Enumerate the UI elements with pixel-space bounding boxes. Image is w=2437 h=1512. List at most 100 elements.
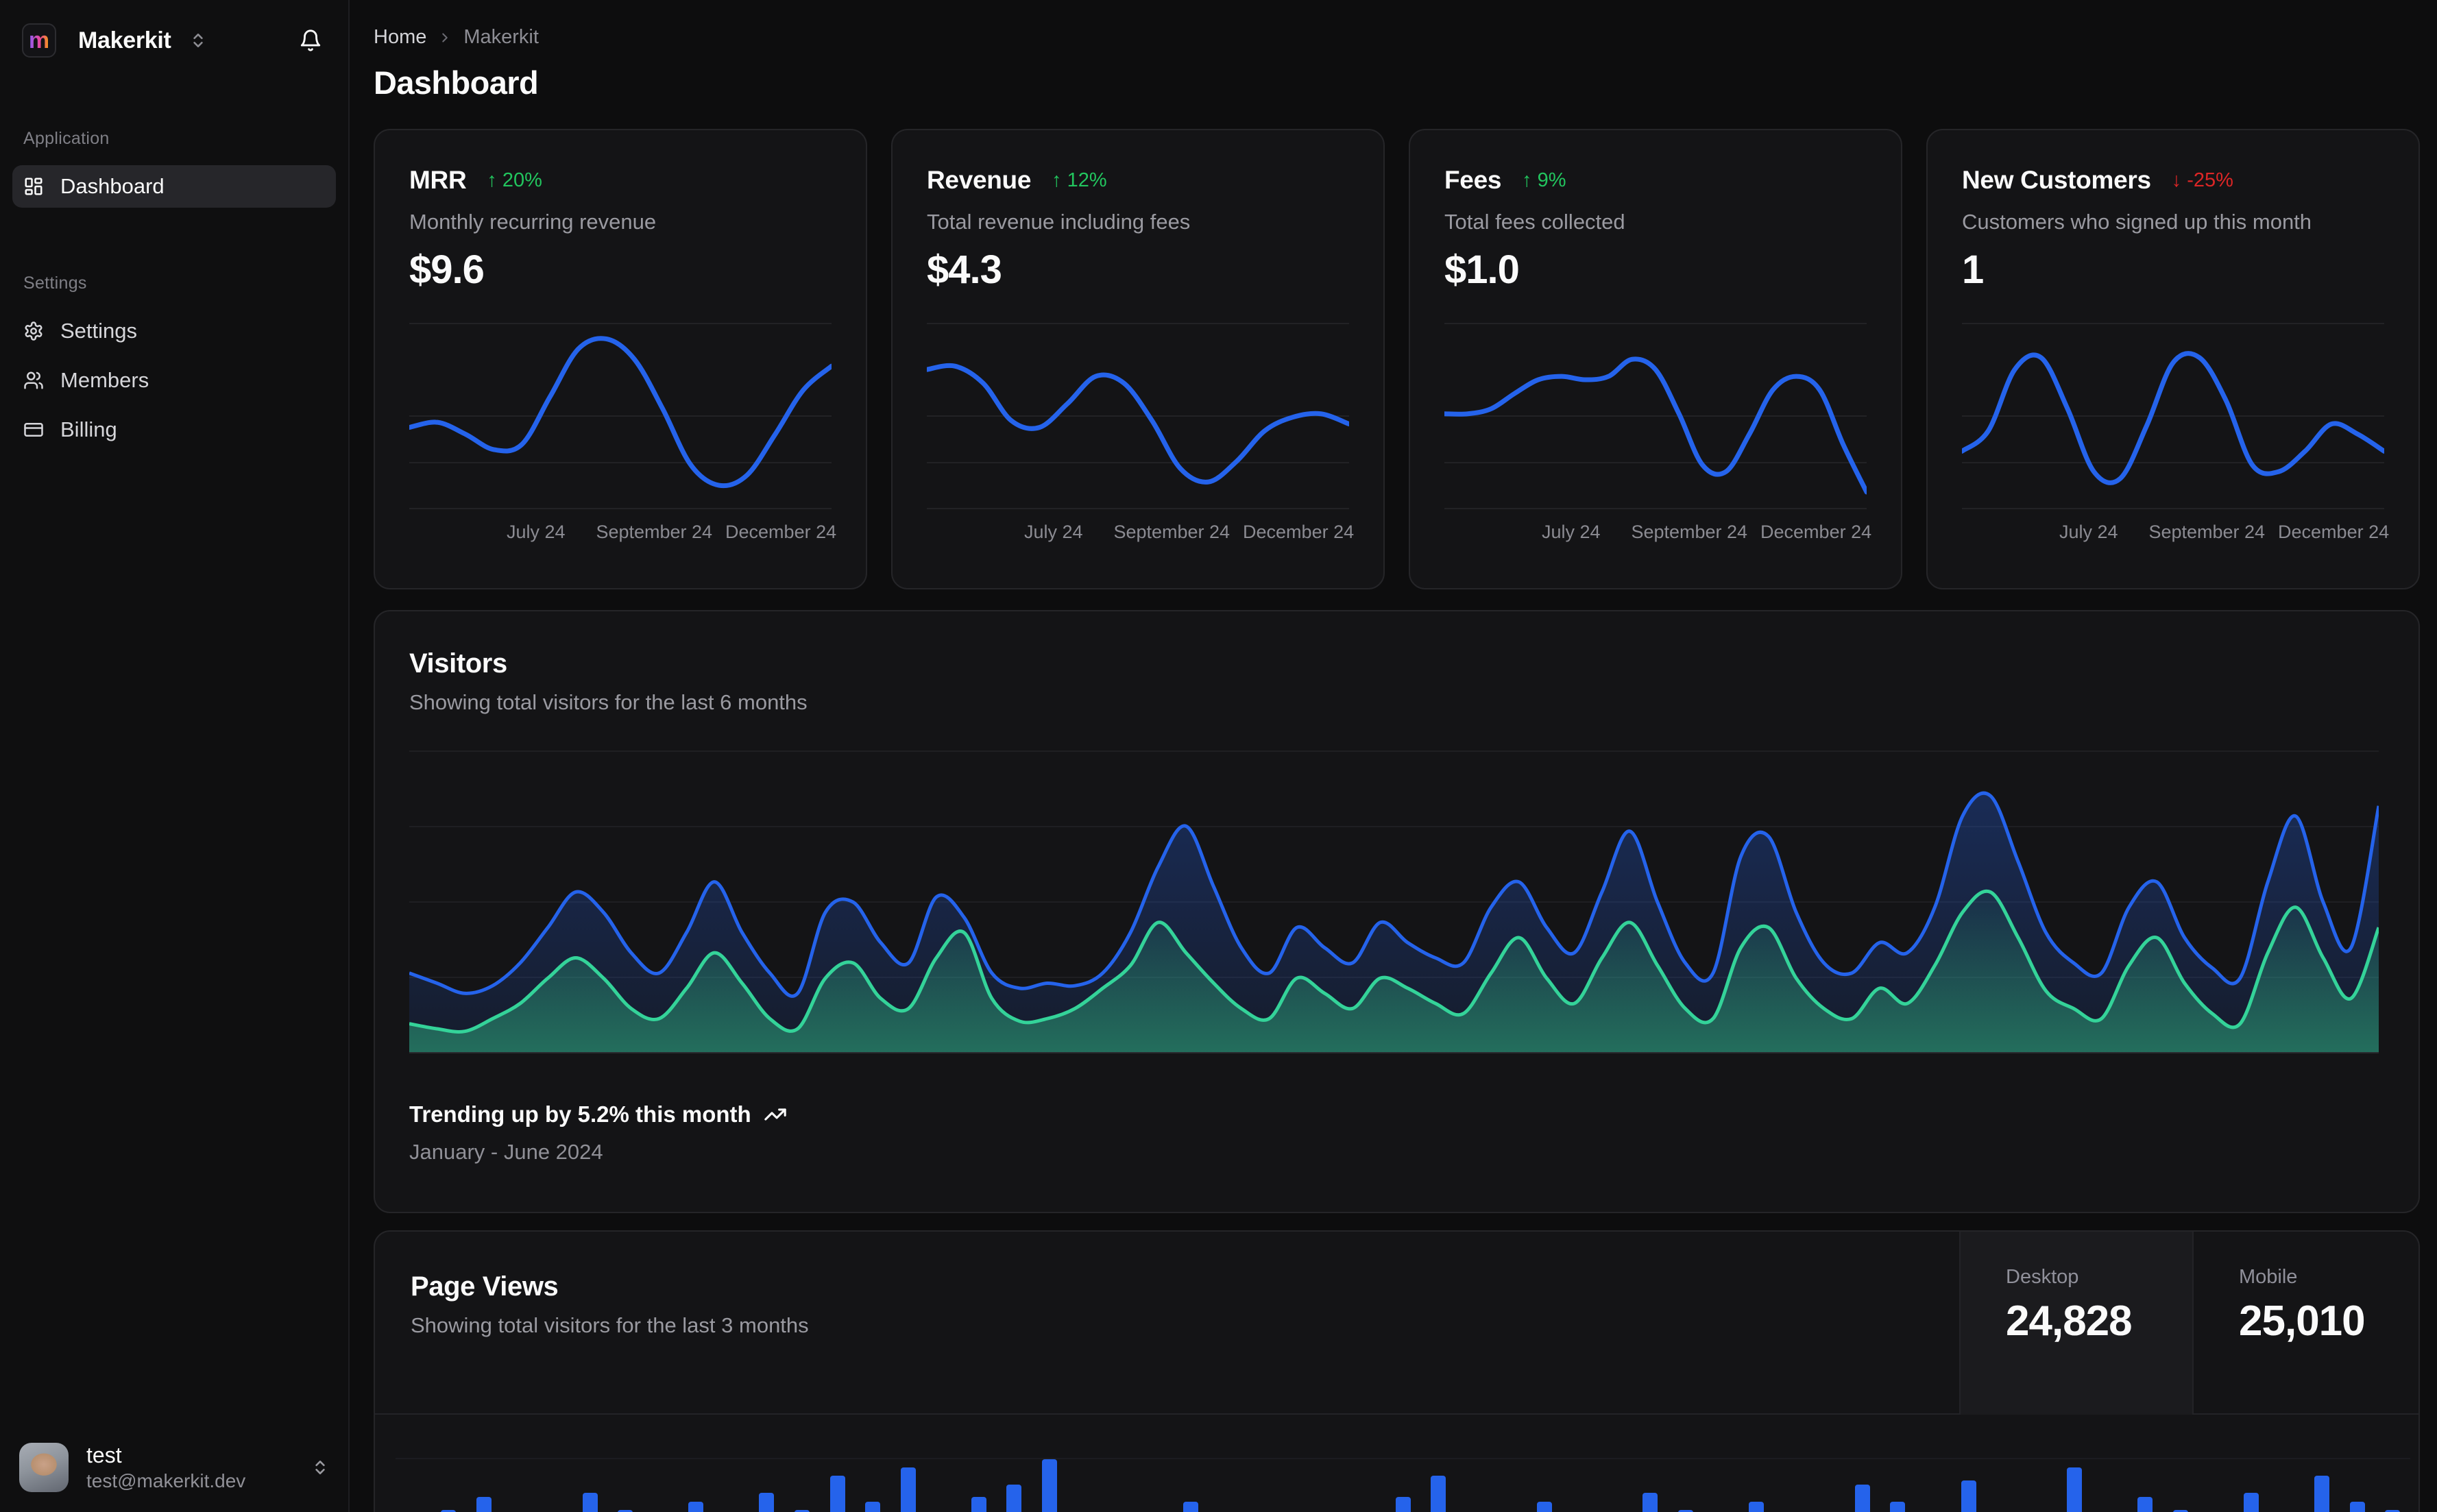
stat-card-revenue: Revenue ↑ 12% Total revenue including fe… — [891, 129, 1385, 589]
bar-slot — [997, 1382, 1032, 1512]
bar-slot — [890, 1382, 926, 1512]
stat-description: Monthly recurring revenue — [409, 210, 657, 234]
stat-title: Revenue — [927, 166, 1032, 194]
app-logo: m — [22, 23, 56, 58]
bar-slot — [925, 1382, 961, 1512]
page-views-subtitle: Showing total visitors for the last 3 mo… — [411, 1313, 809, 1337]
bell-icon[interactable] — [299, 29, 322, 52]
bar-slot — [2233, 1382, 2269, 1512]
bar-slot — [679, 1382, 714, 1512]
avatar — [19, 1442, 69, 1492]
bar-slot — [1845, 1382, 1880, 1512]
main-content: Home Makerkit Dashboard MRR ↑ 20% Monthl… — [350, 0, 2437, 1512]
arrow-up-icon: ↑ — [1522, 169, 1532, 191]
credit-card-icon — [23, 419, 44, 440]
axis-tick: July 24 — [2059, 522, 2118, 542]
axis-tick: December 24 — [2278, 522, 2390, 542]
bar — [759, 1493, 775, 1512]
stat-description: Total revenue including fees — [927, 210, 1191, 234]
bar-slot — [855, 1382, 890, 1512]
bar-slot — [2128, 1382, 2163, 1512]
trend-summary: Trending up by 5.2% this month — [409, 1101, 751, 1127]
bar-slot — [1385, 1382, 1421, 1512]
tab-value: 25,010 — [2239, 1297, 2366, 1345]
bar — [441, 1510, 457, 1512]
bar-slot — [1138, 1382, 1174, 1512]
stat-description: Customers who signed up this month — [1962, 210, 2312, 234]
bar — [2349, 1502, 2365, 1512]
workspace-name[interactable]: Makerkit — [78, 27, 171, 53]
axis-tick: July 24 — [1542, 522, 1601, 542]
nav-section-settings: Settings — [23, 273, 87, 293]
tab-label: Desktop — [2006, 1266, 2079, 1288]
user-email: test@makerkit.dev — [86, 1470, 246, 1491]
bar — [794, 1510, 810, 1512]
visitors-footer: Trending up by 5.2% this month January -… — [409, 1101, 2379, 1165]
breadcrumb-current: Makerkit — [463, 26, 539, 48]
bar — [2172, 1510, 2188, 1512]
bar-slot — [2198, 1382, 2234, 1512]
x-axis: July 24 September 24 December 24 — [927, 522, 1354, 552]
x-axis: July 24 September 24 December 24 — [409, 522, 836, 552]
bar — [2244, 1493, 2259, 1512]
bar-slot — [2340, 1382, 2375, 1512]
bar-slot — [1986, 1382, 2022, 1512]
bar — [971, 1497, 986, 1512]
chevron-right-icon — [437, 30, 452, 45]
stat-title: New Customers — [1962, 166, 2151, 194]
bar-slot — [1597, 1382, 1633, 1512]
bar — [2067, 1467, 2083, 1512]
stat-title: MRR — [409, 166, 467, 194]
workspace-selector[interactable]: m Makerkit — [0, 0, 348, 58]
chevrons-up-down-icon[interactable] — [189, 32, 207, 49]
user-menu[interactable]: test test@makerkit.dev — [0, 1425, 348, 1512]
bar-slot — [2163, 1382, 2198, 1512]
axis-tick: September 24 — [1631, 522, 1748, 542]
bar — [476, 1497, 492, 1512]
arrow-down-icon: ↓ — [2171, 169, 2182, 191]
stat-cards-row: MRR ↑ 20% Monthly recurring revenue $9.6… — [374, 129, 2420, 589]
bar-slot — [502, 1382, 537, 1512]
bar — [1642, 1493, 1658, 1512]
tab-mobile[interactable]: Mobile 25,010 — [2192, 1232, 2418, 1415]
bar-slot — [2269, 1382, 2305, 1512]
visitors-area-chart — [409, 751, 2379, 1053]
axis-tick: December 24 — [1243, 522, 1355, 542]
bar — [1041, 1459, 1057, 1512]
sidebar-item-members[interactable]: Members — [12, 359, 336, 402]
user-name: test — [86, 1443, 122, 1467]
sparkline-chart — [927, 323, 1349, 509]
line-chart — [1962, 323, 2384, 508]
bar-slot — [2092, 1382, 2128, 1512]
users-icon — [23, 370, 44, 391]
area-chart — [409, 751, 2379, 1052]
bar-slot — [572, 1382, 608, 1512]
trend-badge: ↓ -25% — [2172, 169, 2233, 192]
sidebar-nav: Application Dashboard Settings Settings — [0, 58, 348, 1425]
bar-slot — [1880, 1382, 1916, 1512]
trend-badge: ↑ 20% — [487, 169, 542, 192]
sidebar-item-billing[interactable]: Billing — [12, 409, 336, 451]
stat-value: $4.3 — [927, 247, 1002, 292]
breadcrumb: Home Makerkit — [374, 26, 2420, 49]
bar — [865, 1502, 881, 1512]
breadcrumb-home[interactable]: Home — [374, 26, 427, 48]
sidebar-item-settings[interactable]: Settings — [12, 310, 336, 352]
chevrons-up-down-icon[interactable] — [311, 1459, 329, 1476]
bar-slot — [1173, 1382, 1209, 1512]
visitors-card: Visitors Showing total visitors for the … — [374, 610, 2420, 1213]
bar-slot — [1738, 1382, 1774, 1512]
trend-badge: ↑ 12% — [1052, 169, 1107, 192]
page-views-tabs: Desktop 24,828 Mobile 25,010 — [1959, 1232, 2418, 1415]
stat-value: $9.6 — [409, 247, 485, 292]
tab-desktop[interactable]: Desktop 24,828 — [1959, 1232, 2192, 1415]
sidebar-item-dashboard[interactable]: Dashboard — [12, 165, 336, 208]
stat-title: Fees — [1444, 166, 1502, 194]
page-views-title: Page Views — [411, 1271, 559, 1302]
axis-tick: September 24 — [596, 522, 713, 542]
logo-letter: m — [28, 27, 50, 53]
bar-slot — [1668, 1382, 1704, 1512]
bar-slot — [1951, 1382, 1987, 1512]
bar — [1395, 1497, 1411, 1512]
gear-icon — [23, 321, 44, 341]
